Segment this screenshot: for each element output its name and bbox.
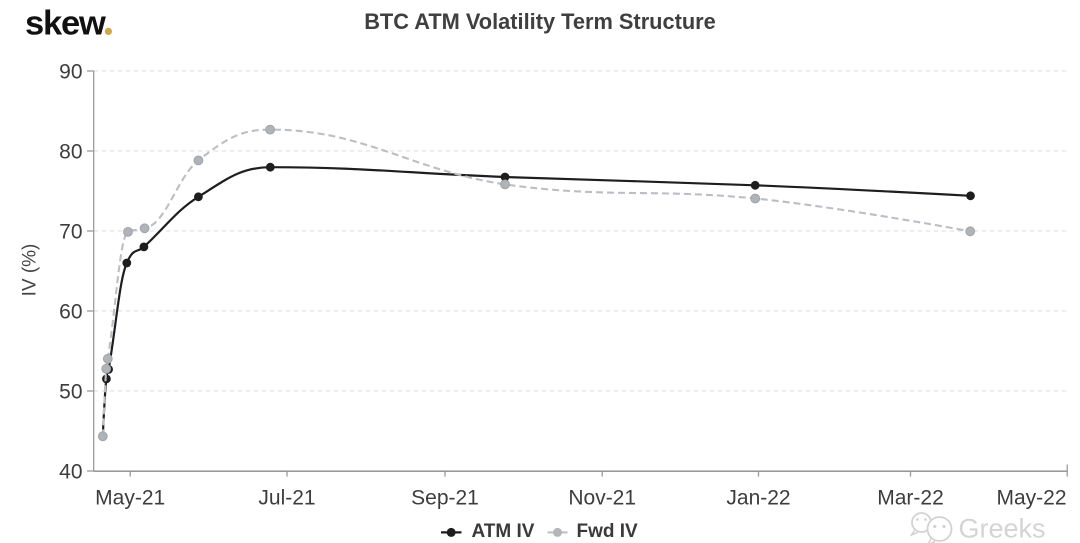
svg-text:70: 70 bbox=[59, 220, 82, 243]
svg-text:Fwd IV: Fwd IV bbox=[577, 521, 639, 542]
svg-text:BTC ATM Volatility Term Struct: BTC ATM Volatility Term Structure bbox=[364, 9, 716, 34]
svg-text:Sep-21: Sep-21 bbox=[411, 487, 479, 510]
svg-text:40: 40 bbox=[59, 460, 82, 483]
svg-text:Greeks: Greeks bbox=[959, 514, 1046, 543]
svg-text:May-22: May-22 bbox=[996, 487, 1066, 510]
svg-text:60: 60 bbox=[59, 300, 82, 323]
svg-text:ATM IV: ATM IV bbox=[472, 521, 535, 542]
svg-text:Mar-22: Mar-22 bbox=[877, 487, 944, 510]
svg-text:50: 50 bbox=[59, 380, 82, 403]
svg-text:Jan-22: Jan-22 bbox=[726, 487, 790, 510]
svg-text:Jul-21: Jul-21 bbox=[258, 487, 315, 510]
svg-text:May-21: May-21 bbox=[95, 487, 165, 510]
svg-text:skew: skew bbox=[25, 5, 106, 43]
svg-text:80: 80 bbox=[59, 140, 82, 163]
svg-text:Nov-21: Nov-21 bbox=[568, 487, 636, 510]
svg-text:IV (%): IV (%) bbox=[20, 244, 41, 297]
svg-text:90: 90 bbox=[59, 60, 82, 83]
